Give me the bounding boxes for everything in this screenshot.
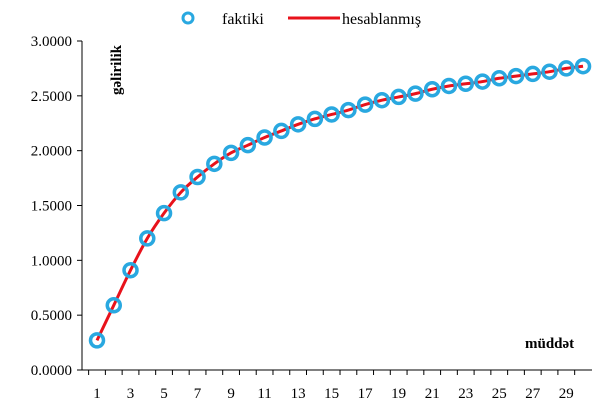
data-point-faktiki bbox=[490, 70, 508, 87]
x-tick-label: 3 bbox=[127, 386, 135, 402]
x-tick-label: 29 bbox=[559, 386, 574, 402]
legend: faktiki hesablanmış bbox=[181, 11, 421, 28]
data-point-faktiki bbox=[507, 67, 525, 85]
data-point-faktiki bbox=[88, 332, 106, 349]
data-point-faktiki bbox=[440, 77, 458, 95]
x-tick-label: 13 bbox=[291, 386, 306, 402]
data-point-faktiki bbox=[122, 261, 139, 279]
y-tick-label: 2.5000 bbox=[31, 89, 72, 105]
y-tick-label: 2.0000 bbox=[31, 144, 72, 160]
data-point-faktiki bbox=[155, 204, 173, 222]
data-point-faktiki bbox=[239, 136, 257, 154]
legend-label-faktiki: faktiki bbox=[222, 11, 264, 28]
data-point-faktiki bbox=[206, 155, 223, 173]
data-point-faktiki bbox=[524, 65, 542, 83]
data-point-faktiki bbox=[356, 96, 374, 113]
x-tick-label: 1 bbox=[93, 386, 101, 402]
data-point-faktiki bbox=[574, 57, 592, 75]
x-tick-label: 23 bbox=[458, 386, 473, 402]
y-axis-title: gəlirilik bbox=[109, 44, 125, 95]
series-line-hesablanmis bbox=[95, 64, 584, 342]
x-tick-label: 19 bbox=[391, 386, 406, 402]
data-point-faktiki bbox=[373, 91, 391, 109]
x-tick-label: 9 bbox=[227, 386, 235, 402]
data-point-faktiki bbox=[474, 73, 491, 90]
x-ticks: 1 3 5 7 9 11 13 15 17 19 21 23 25 27 29 bbox=[88, 370, 576, 402]
x-tick-label: 25 bbox=[492, 386, 507, 402]
data-point-faktiki bbox=[222, 144, 240, 162]
legend-marker-faktiki bbox=[181, 11, 195, 25]
x-tick-label: 11 bbox=[257, 386, 271, 402]
data-point-faktiki bbox=[558, 60, 575, 77]
data-point-faktiki bbox=[306, 110, 324, 128]
data-point-faktiki bbox=[189, 168, 206, 186]
series-markers-faktiki bbox=[88, 57, 592, 349]
x-tick-label: 7 bbox=[194, 386, 202, 402]
data-point-faktiki bbox=[340, 101, 357, 119]
x-tick-label: 5 bbox=[160, 386, 168, 402]
data-point-faktiki bbox=[105, 297, 123, 314]
data-point-faktiki bbox=[457, 75, 474, 93]
y-ticks: 0.0000 0.5000 1.0000 1.5000 2.0000 2.5000 3.00… bbox=[31, 34, 82, 379]
y-tick-label: 0.5000 bbox=[31, 308, 72, 324]
y-tick-label: 3.0000 bbox=[31, 34, 72, 50]
data-point-faktiki bbox=[407, 85, 424, 102]
x-tick-label: 21 bbox=[425, 386, 440, 402]
data-point-faktiki bbox=[390, 88, 407, 106]
y-tick-label: 1.5000 bbox=[31, 199, 72, 215]
x-tick-label: 17 bbox=[358, 386, 374, 402]
legend-label-hesablanmis: hesablanmış bbox=[342, 11, 421, 28]
data-point-faktiki bbox=[323, 106, 340, 123]
y-tick-label: 0.0000 bbox=[31, 363, 72, 379]
data-point-faktiki bbox=[273, 122, 290, 140]
data-point-faktiki bbox=[423, 81, 441, 98]
x-tick-label: 27 bbox=[525, 386, 541, 402]
data-point-faktiki bbox=[541, 63, 558, 80]
data-point-faktiki bbox=[172, 184, 190, 201]
data-point-faktiki bbox=[289, 116, 307, 133]
x-axis-title: müddət bbox=[525, 336, 574, 352]
y-tick-label: 1.0000 bbox=[31, 253, 72, 269]
x-tick-label: 15 bbox=[324, 386, 339, 402]
data-point-faktiki bbox=[139, 230, 156, 247]
data-point-faktiki bbox=[256, 129, 273, 146]
